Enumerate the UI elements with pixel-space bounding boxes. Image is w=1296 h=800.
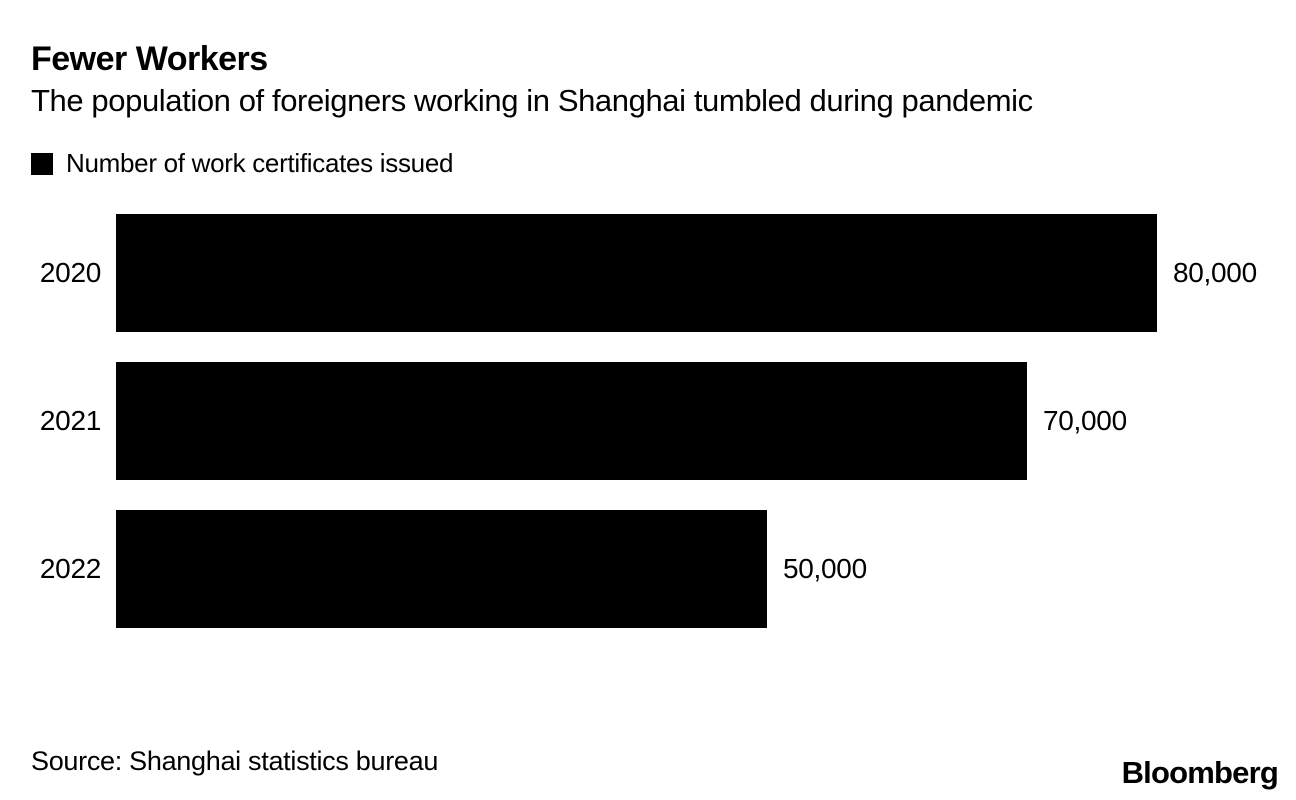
bloomberg-logo: Bloomberg <box>1121 755 1279 790</box>
category-label: 2021 <box>39 405 101 436</box>
value-label: 80,000 <box>1173 257 1257 288</box>
value-label: 50,000 <box>783 553 867 584</box>
bar-row: 2021 70,000 <box>0 362 1296 480</box>
bar <box>116 214 1157 332</box>
bar <box>116 510 767 628</box>
chart-subtitle: The population of foreigners working in … <box>31 83 1033 118</box>
bar-track: 50,000 <box>116 510 1296 628</box>
bar-row: 2022 50,000 <box>0 510 1296 628</box>
bar-chart: 2020 80,000 2021 70,000 2022 50,000 <box>0 214 1296 658</box>
category-label: 2022 <box>39 553 101 584</box>
source-note: Source: Shanghai statistics bureau <box>31 746 439 776</box>
value-label: 70,000 <box>1043 405 1127 436</box>
bar-track: 70,000 <box>116 362 1296 480</box>
chart-title: Fewer Workers <box>31 40 268 78</box>
legend-label: Number of work certificates issued <box>66 148 454 178</box>
bar-row: 2020 80,000 <box>0 214 1296 332</box>
category-label: 2020 <box>39 257 101 288</box>
legend-swatch-icon <box>31 152 53 175</box>
chart-legend: Number of work certificates issued <box>31 148 453 179</box>
bar <box>116 362 1027 480</box>
bar-track: 80,000 <box>116 214 1296 332</box>
